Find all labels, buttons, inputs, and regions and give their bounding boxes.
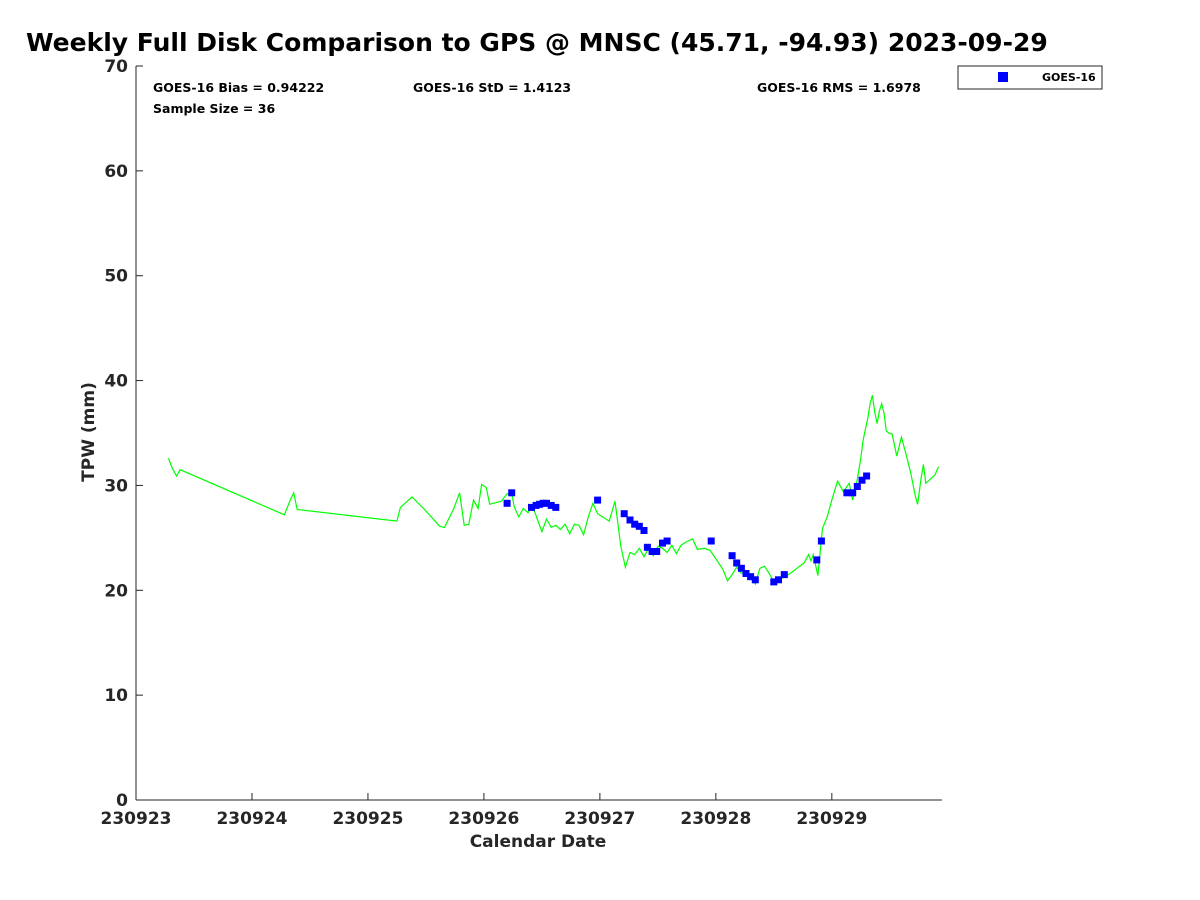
y-ticks: 0 10 20 30 40 50 60 70	[104, 57, 143, 811]
goes16-data-point	[508, 489, 516, 497]
goes16-data-point	[775, 576, 782, 584]
y-tick-label: 40	[104, 372, 128, 392]
y-tick-label: 10	[104, 686, 128, 706]
goes16-data-point	[626, 516, 634, 524]
rms-stat: GOES-16 RMS = 1.6978	[757, 80, 921, 95]
goes16-data-point	[737, 564, 745, 572]
goes16-data-point	[733, 559, 741, 567]
x-axis-title: Calendar Date	[470, 832, 607, 852]
x-tick-label: 230924	[216, 809, 287, 829]
legend-box	[957, 65, 1103, 90]
goes16-data-point	[843, 489, 851, 497]
goes16-data-point	[552, 503, 560, 511]
goes16-data-point	[643, 543, 651, 551]
goes16-data-point	[853, 483, 861, 490]
goes16-data-point	[728, 552, 736, 560]
goes16-data-point	[620, 510, 628, 518]
goes16-data-point	[631, 520, 639, 528]
y-tick-label: 0	[116, 791, 128, 811]
legend-label-goes16: GOES-16	[1042, 71, 1096, 84]
goes16-data-point	[858, 476, 866, 484]
y-axis-title: TPW (mm)	[79, 382, 99, 482]
chart-title: Weekly Full Disk Comparison to GPS @ MNS…	[26, 28, 1048, 57]
sample-size-stat: Sample Size = 36	[153, 101, 275, 116]
y-tick-label: 50	[104, 267, 128, 287]
y-tick-label: 30	[104, 476, 128, 496]
x-ticks: 230923 230924 230925 230926 230927 230928 2309…	[101, 793, 867, 829]
axes	[135, 66, 942, 801]
y-tick-label: 60	[104, 162, 128, 182]
goes16-data-point	[751, 576, 759, 584]
std-stat: GOES-16 StD = 1.4123	[413, 80, 571, 95]
goes16-data-point	[653, 548, 661, 555]
x-tick-label: 230926	[448, 809, 519, 829]
x-tick-label: 230928	[680, 809, 751, 829]
goes16-data-point	[594, 496, 602, 504]
goes16-data-point	[863, 472, 871, 480]
goes16-data-point	[817, 537, 825, 545]
y-tick-label: 20	[104, 581, 128, 601]
goes16-data-point	[742, 570, 750, 577]
goes16-data-point	[849, 489, 857, 497]
x-tick-label: 230923	[101, 809, 172, 829]
x-tick-label: 230927	[564, 809, 635, 829]
goes16-data-point	[547, 501, 555, 509]
goes16-data-point	[635, 522, 643, 530]
legend: GOES-16	[957, 65, 1103, 90]
goes16-data-point	[813, 556, 821, 564]
legend-marker-goes16	[998, 72, 1008, 82]
goes16-data-point	[663, 537, 671, 545]
bias-stat: GOES-16 Bias = 0.94222	[153, 80, 324, 95]
goes16-data-point	[503, 499, 511, 507]
series-layer	[167, 395, 940, 586]
y-tick-label: 70	[104, 57, 128, 77]
x-tick-label: 230929	[796, 809, 867, 829]
goes16-data-point	[780, 571, 788, 579]
goes16-data-point	[659, 539, 666, 547]
goes16-data-point	[648, 548, 656, 555]
goes16-data-point	[747, 573, 755, 581]
x-tick-label: 230925	[332, 809, 403, 829]
gps-series-line	[167, 395, 940, 586]
goes16-data-point	[543, 499, 550, 507]
goes16-data-point	[528, 503, 535, 511]
goes16-data-point	[707, 537, 715, 545]
goes16-data-point	[770, 578, 778, 586]
goes16-data-point	[640, 527, 648, 534]
